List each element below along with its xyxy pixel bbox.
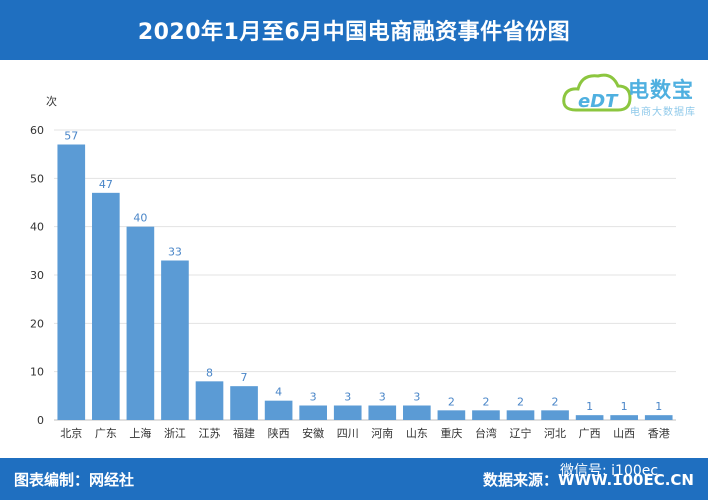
data-label: 4 <box>275 386 282 399</box>
category-label: 浙江 <box>164 427 186 440</box>
data-label: 2 <box>517 395 524 408</box>
y-tick-label: 30 <box>30 269 44 282</box>
category-label: 广西 <box>579 427 601 440</box>
bar-chart: 0102030405060次57北京47广东40上海33浙江8江苏7福建4陕西3… <box>30 94 676 440</box>
category-label: 山西 <box>613 427 635 440</box>
bar <box>161 260 189 420</box>
data-label: 1 <box>655 400 662 413</box>
bar <box>195 381 224 420</box>
bar <box>644 415 673 420</box>
y-tick-label: 40 <box>30 221 44 234</box>
y-tick-label: 0 <box>37 414 44 427</box>
bar <box>126 226 155 420</box>
category-label: 安徽 <box>302 426 324 440</box>
bar <box>403 405 431 420</box>
wechat-watermark: 微信号: i100ec <box>560 463 659 479</box>
category-label: 江苏 <box>199 427 221 440</box>
category-label: 陕西 <box>268 426 290 440</box>
category-label: 福建 <box>233 426 255 440</box>
bar <box>368 405 397 420</box>
category-label: 台湾 <box>475 426 497 440</box>
logo-subtitle: 电商大数据库 <box>630 107 696 118</box>
footer-data-source: 数据来源：WWW.100EC.CN <box>483 471 694 489</box>
bar <box>437 410 466 420</box>
data-label: 47 <box>99 178 113 191</box>
footer-bar: 图表编制：网经社 数据来源：WWW.100EC.CN <box>0 458 708 500</box>
data-label: 57 <box>64 130 78 143</box>
data-label: 40 <box>133 212 147 225</box>
chart-title-bar: 2020年1月至6月中国电商融资事件省份图 <box>0 0 708 60</box>
y-tick-label: 50 <box>30 172 44 185</box>
y-axis-label: 次 <box>46 94 57 108</box>
chart-title: 2020年1月至6月中国电商融资事件省份图 <box>137 20 571 45</box>
category-label: 辽宁 <box>510 426 532 440</box>
category-label: 北京 <box>60 426 82 440</box>
category-label: 香港 <box>648 427 670 440</box>
category-label: 河南 <box>371 427 393 440</box>
data-label: 8 <box>206 366 213 379</box>
logo-name: 电数宝 <box>628 78 694 102</box>
data-label: 2 <box>482 395 489 408</box>
category-label: 上海 <box>129 426 151 440</box>
category-label: 广东 <box>95 427 117 440</box>
data-label: 3 <box>413 391 420 404</box>
y-tick-label: 60 <box>30 124 44 137</box>
category-label: 河北 <box>544 427 566 440</box>
bar <box>264 400 293 420</box>
category-label: 四川 <box>337 427 359 440</box>
data-label: 7 <box>241 371 248 384</box>
bar <box>92 192 120 420</box>
logo-mark: eDT <box>578 91 619 112</box>
y-tick-label: 20 <box>30 317 44 330</box>
bar <box>541 410 569 420</box>
category-label: 山东 <box>406 427 428 440</box>
footer-source-editor: 图表编制：网经社 <box>14 471 135 489</box>
data-label: 1 <box>621 400 628 413</box>
category-label: 重庆 <box>440 426 462 440</box>
data-label: 3 <box>344 391 351 404</box>
data-label: 2 <box>552 395 559 408</box>
data-label: 3 <box>379 391 386 404</box>
y-tick-label: 10 <box>30 366 44 379</box>
bar <box>230 386 258 420</box>
data-label: 33 <box>168 246 182 259</box>
data-label: 3 <box>310 391 317 404</box>
data-label: 1 <box>586 400 593 413</box>
data-label: 2 <box>448 395 455 408</box>
bar <box>610 415 638 420</box>
cloud-logo-icon: eDT <box>562 73 632 112</box>
bar <box>299 405 327 420</box>
bar <box>333 405 362 420</box>
bar <box>472 410 500 420</box>
bar <box>575 415 604 420</box>
bar <box>57 144 86 420</box>
bar <box>506 410 535 420</box>
